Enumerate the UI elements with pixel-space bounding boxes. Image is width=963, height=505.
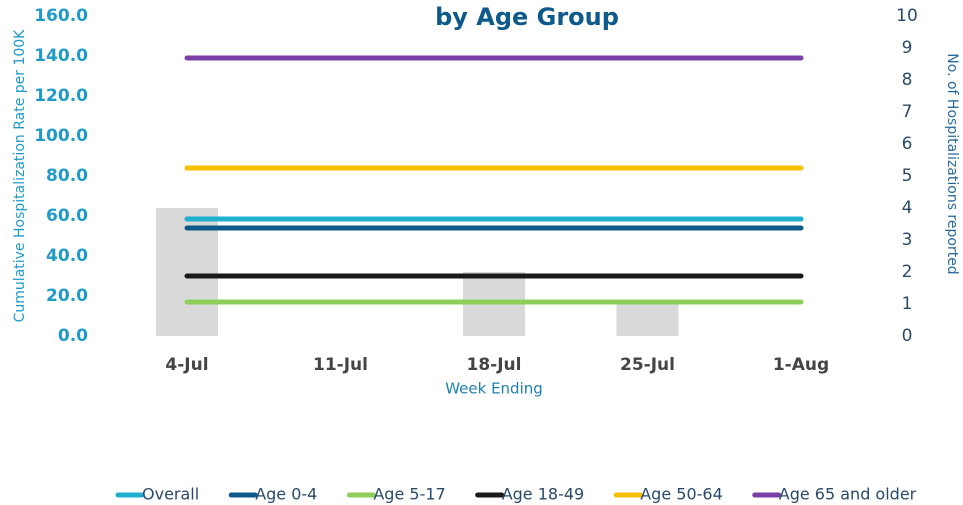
y-axis-label: Cumulative Hospitalization Rate per 100K: [12, 29, 28, 323]
y-tick-label: 100.0: [34, 126, 88, 146]
y2-axis-label: No. of Hospitalizations reported: [944, 53, 960, 274]
y-tick-label: 20.0: [46, 286, 88, 306]
y2-tick-label: 4: [902, 198, 913, 218]
y2-tick-label: 2: [902, 262, 913, 282]
y2-tick-label: 10: [896, 6, 918, 26]
chart-title: by Age Group: [435, 3, 619, 31]
x-tick-label: 18-Jul: [467, 355, 522, 375]
y2-tick-label: 3: [902, 230, 913, 250]
y2-tick-label: 8: [902, 70, 913, 90]
y2-tick-label: 5: [902, 166, 913, 186]
y2-tick-label: 0: [902, 326, 913, 346]
y-tick-label: 0.0: [58, 326, 88, 346]
y2-tick-label: 1: [902, 294, 913, 314]
y-tick-label: 60.0: [46, 206, 88, 226]
x-tick-label: 11-Jul: [313, 355, 368, 375]
y-tick-label: 80.0: [46, 166, 88, 186]
x-axis-label: Week Ending: [445, 380, 543, 398]
x-tick-label: 4-Jul: [165, 355, 208, 375]
legend-label: Age 5-17: [373, 485, 445, 504]
legend-label: Age 65 and older: [779, 485, 917, 504]
y2-tick-label: 6: [902, 134, 913, 154]
y2-tick-label: 9: [902, 38, 913, 58]
y-tick-label: 120.0: [34, 86, 88, 106]
y-tick-label: 160.0: [34, 6, 88, 26]
legend-label: Overall: [142, 485, 199, 504]
y2-tick-label: 7: [902, 102, 913, 122]
x-tick-label: 1-Aug: [773, 355, 829, 375]
x-tick-label: 25-Jul: [620, 355, 675, 375]
y-tick-label: 140.0: [34, 46, 88, 66]
bar: [616, 304, 679, 336]
legend-label: Age 0-4: [255, 485, 317, 504]
legend-label: Age 50-64: [640, 485, 723, 504]
legend-label: Age 18-49: [502, 485, 585, 504]
y-tick-label: 40.0: [46, 246, 88, 266]
